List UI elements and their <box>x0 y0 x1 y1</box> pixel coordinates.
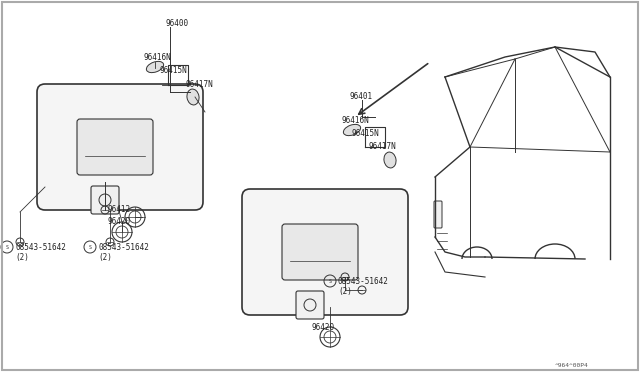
Text: 96420: 96420 <box>312 323 335 332</box>
Text: 96416N: 96416N <box>342 116 370 125</box>
FancyBboxPatch shape <box>77 119 153 175</box>
FancyBboxPatch shape <box>242 189 408 315</box>
Ellipse shape <box>147 61 164 73</box>
Text: (2): (2) <box>15 253 29 262</box>
Text: 08543-51642: 08543-51642 <box>338 277 389 286</box>
FancyBboxPatch shape <box>91 186 119 214</box>
Ellipse shape <box>344 124 360 136</box>
Text: S: S <box>6 245 8 250</box>
Text: (2): (2) <box>98 253 112 262</box>
Ellipse shape <box>187 89 199 105</box>
Text: S: S <box>88 245 92 250</box>
Text: ^964^00P4: ^964^00P4 <box>555 363 589 368</box>
Text: 08543-51642: 08543-51642 <box>98 243 149 252</box>
FancyBboxPatch shape <box>296 291 324 319</box>
Text: 96416N: 96416N <box>144 53 172 62</box>
Text: (2): (2) <box>338 287 352 296</box>
FancyBboxPatch shape <box>282 224 358 280</box>
Text: 96400: 96400 <box>165 19 188 28</box>
Text: S: S <box>328 279 332 284</box>
Text: 96401: 96401 <box>350 92 373 101</box>
FancyBboxPatch shape <box>434 201 442 228</box>
Text: 96415N: 96415N <box>159 66 187 75</box>
Text: 08543-51642: 08543-51642 <box>15 243 66 252</box>
Text: 96415N: 96415N <box>352 129 380 138</box>
FancyBboxPatch shape <box>37 84 203 210</box>
Text: 96417N: 96417N <box>369 142 397 151</box>
Text: 96420: 96420 <box>107 217 130 226</box>
Text: 96417N: 96417N <box>186 80 214 89</box>
Ellipse shape <box>384 152 396 168</box>
Text: 96412: 96412 <box>107 205 130 214</box>
